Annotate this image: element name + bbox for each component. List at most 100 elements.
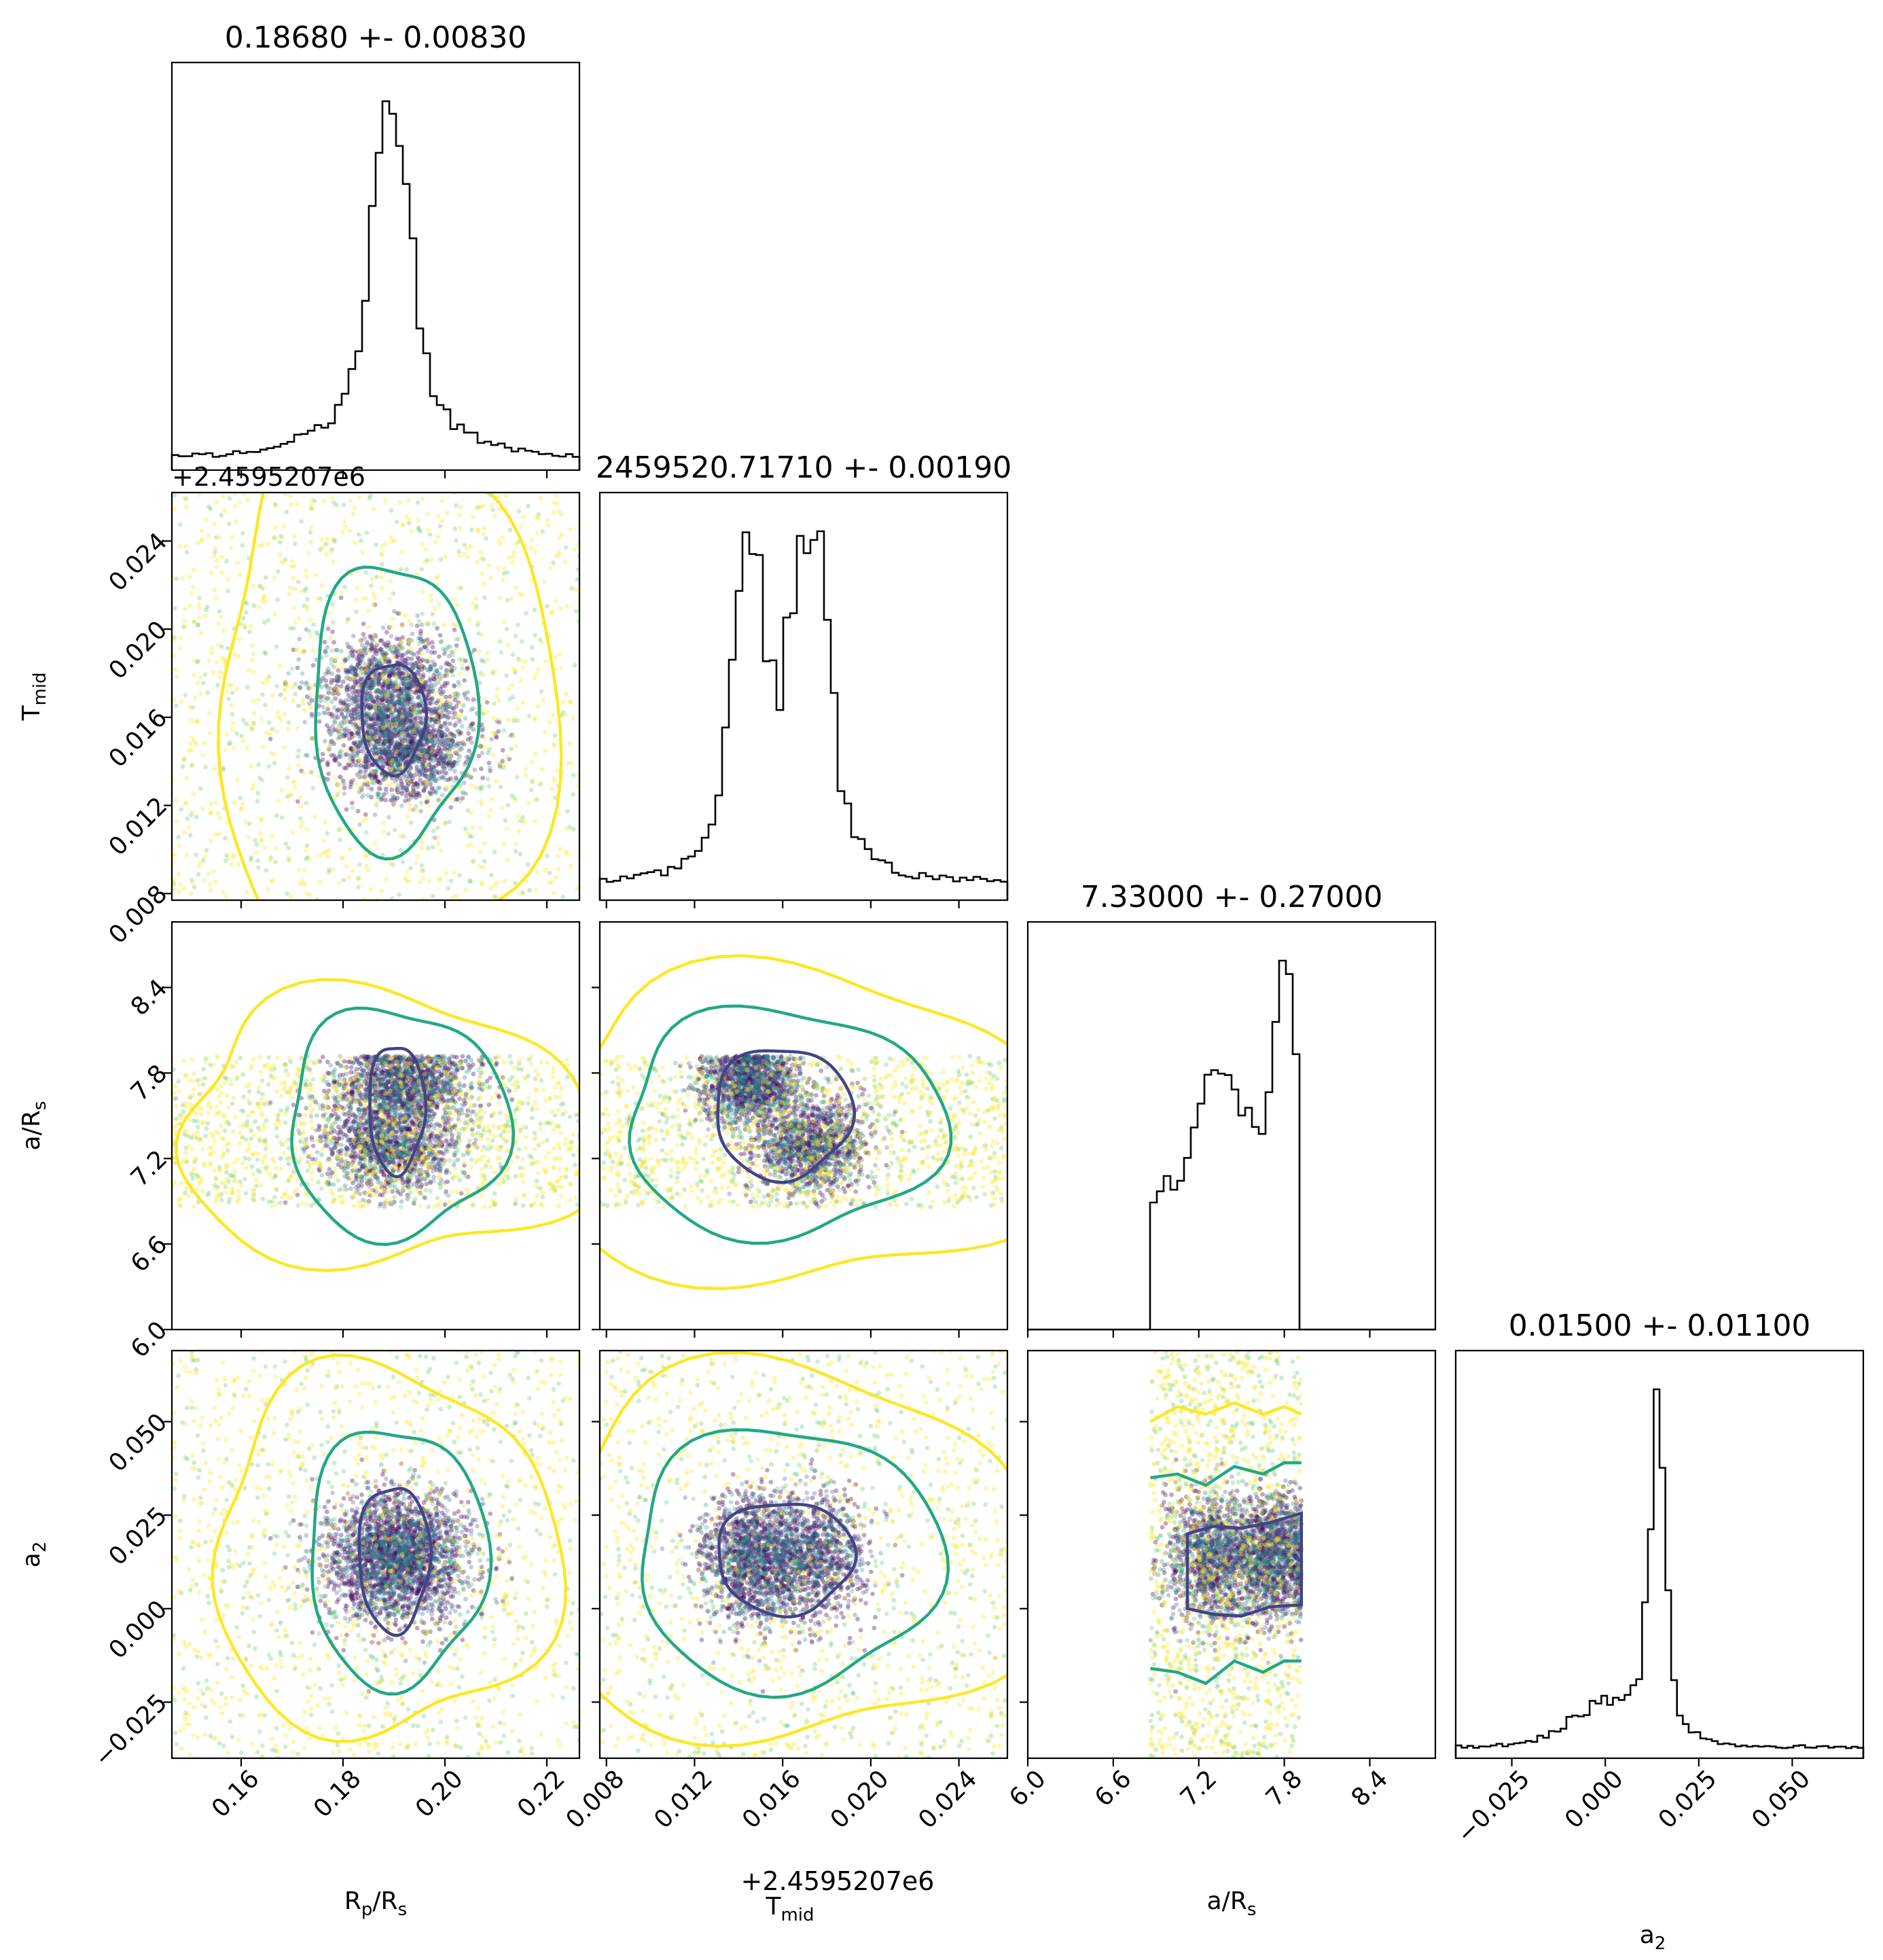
sample-point [277,540,283,545]
sample-point [382,726,388,732]
sample-point [300,697,306,702]
sample-point [432,753,437,758]
sample-point [350,653,355,658]
sample-point [416,518,421,523]
sample-point [345,669,351,674]
sample-point [380,711,385,715]
sample-point [444,662,448,666]
sample-point [485,777,490,782]
sample-point [411,782,416,787]
sample-point [387,681,393,687]
sample-point [422,754,427,760]
sample-point [400,741,405,746]
sample-point [492,701,497,706]
sample-point [454,703,459,709]
sample-point [380,747,384,752]
sample-point [425,747,430,753]
sample-point [463,791,469,796]
sample-point [448,644,452,649]
sample-point [338,734,343,740]
sample-point [378,729,384,734]
sample-point [400,732,406,736]
sample-point [394,636,399,641]
sample-point [249,787,255,791]
sample-point [404,685,409,690]
sample-point [410,791,414,796]
sample-point [465,697,471,702]
sample-point [351,666,357,671]
sample-point [473,606,478,611]
sample-point [384,790,389,796]
sample-point [386,707,391,713]
sample-point [502,620,507,625]
sample-point [388,767,393,772]
sample-point [428,767,433,772]
sample-point [361,645,367,651]
sample-point [437,686,443,692]
sample-point [219,656,224,661]
sample-point [406,745,411,749]
sample-point [555,853,560,859]
sample-point [380,682,385,688]
sample-point [353,540,358,546]
sample-point [435,749,440,754]
sample-point [427,669,431,673]
sample-point [571,827,576,832]
sample-point [401,680,407,685]
sample-point [425,696,431,701]
sample-point [376,705,382,710]
sample-point [454,538,459,544]
sample-point [440,764,446,769]
sample-point [401,700,406,705]
sample-point [363,830,369,835]
sample-point [382,755,387,761]
sample-point [427,716,433,721]
sample-point [348,713,354,719]
sample-point [379,694,384,700]
sample-point [528,787,534,793]
sample-point [513,670,518,675]
sample-point [345,669,351,675]
sample-point [380,685,385,691]
sample-point [434,668,440,673]
sample-point [478,671,483,676]
sample-point [399,791,405,796]
sample-point [412,781,418,786]
sample-point [355,715,360,721]
sample-point [387,724,391,729]
sample-point [363,570,369,575]
sample-point [422,755,427,760]
sample-point [357,689,361,694]
sample-point [385,688,391,692]
sample-point [391,758,395,763]
sample-point [228,546,234,551]
sample-point [454,721,459,726]
sample-point [502,878,507,884]
sample-point [327,636,333,641]
sample-point [340,529,345,535]
sample-point [373,657,378,662]
sample-point [406,745,411,750]
sample-point [422,679,427,685]
sample-point [332,677,338,683]
sample-point [397,707,403,712]
sample-point [186,825,192,830]
sample-point [213,800,219,805]
sample-point [401,740,406,745]
sample-point [391,732,397,736]
sample-point [378,797,384,802]
sample-point [363,863,369,868]
sample-point [399,694,405,699]
sample-point [497,719,502,725]
sample-point [355,763,361,768]
sample-point [380,689,386,694]
sample-point [344,709,350,715]
sample-point [373,743,378,748]
sample-point [380,672,386,677]
sample-point [446,714,451,719]
sample-point [430,844,435,849]
sample-point [568,527,573,532]
sample-point [369,736,374,741]
sample-point [376,779,382,784]
sample-point [396,688,401,693]
